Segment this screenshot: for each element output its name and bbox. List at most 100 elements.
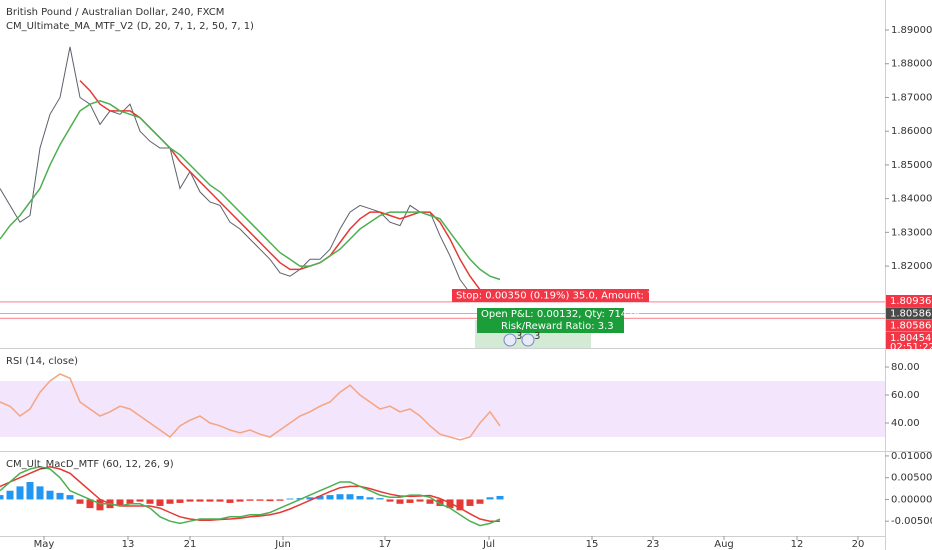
histogram-bar — [116, 499, 124, 506]
x-tick-label: 20 — [852, 539, 865, 550]
price-tag-label: 1.80454 — [890, 333, 931, 344]
histogram-bar — [246, 499, 254, 501]
histogram-bar — [0, 495, 4, 500]
event-badge — [521, 333, 535, 347]
event-count: 3 — [534, 331, 540, 342]
histogram-bar — [236, 499, 244, 502]
y-tick-label: 1.87000 — [891, 92, 932, 103]
y-tick-label: 40.00 — [891, 418, 920, 429]
histogram-bar — [466, 499, 474, 506]
histogram-bar — [166, 499, 174, 504]
price-tag-label: 1.80936 — [890, 296, 931, 307]
histogram-bar — [326, 495, 334, 500]
y-tick-label: 1.84000 — [891, 194, 932, 205]
histogram-bar — [186, 499, 194, 502]
histogram-bar — [286, 498, 294, 500]
histogram-bar — [226, 499, 234, 503]
panel-title: RSI (14, close) — [6, 356, 78, 367]
histogram-bar — [426, 499, 434, 504]
histogram-bar — [176, 499, 184, 503]
histogram-bar — [366, 497, 374, 500]
histogram-bar — [146, 499, 154, 504]
y-tick-label: 1.86000 — [891, 126, 932, 137]
histogram-bar — [36, 486, 44, 500]
pnl-label: Open P&L: 0.00132, Qty: 71428 — [481, 309, 640, 320]
histogram-bar — [446, 499, 454, 509]
histogram-bar — [216, 499, 224, 502]
histogram-bar — [86, 499, 94, 509]
price-tag — [886, 331, 932, 344]
stop-tag — [452, 289, 649, 302]
histogram-bar — [276, 499, 284, 501]
histogram-bar — [76, 499, 84, 504]
series-line — [0, 466, 500, 522]
histogram-bar — [6, 490, 14, 500]
y-tick-label: 0.01000 — [891, 451, 932, 462]
histogram-bar — [46, 490, 54, 500]
x-tick-label: Jul — [482, 539, 495, 550]
series-line — [0, 466, 501, 527]
x-tick-label: 17 — [379, 539, 392, 550]
event-badge — [503, 333, 517, 347]
histogram-bar — [26, 482, 34, 500]
histogram-bar — [346, 494, 354, 500]
histogram-bar — [156, 499, 164, 506]
histogram-bar — [306, 497, 314, 500]
price-tag — [886, 319, 932, 332]
panel-title: CM_Ult_MacD_MTF (60, 12, 26, 9) — [6, 459, 174, 470]
y-tick-label: 0.00500 — [891, 473, 932, 484]
histogram-bar — [396, 499, 404, 504]
y-tick-label: 0.00000 — [891, 494, 932, 505]
histogram-bar — [56, 492, 64, 500]
histogram-bar — [206, 499, 214, 502]
histogram-bar — [406, 499, 414, 503]
event-count: 3 — [516, 331, 522, 342]
histogram-bar — [316, 495, 324, 500]
y-tick-label: 1.88000 — [891, 59, 932, 70]
countdown: 02:51:22 — [890, 342, 932, 353]
x-tick-label: May — [34, 539, 55, 550]
x-tick-label: Aug — [714, 539, 734, 550]
histogram-bar — [256, 499, 264, 501]
x-tick-label: 15 — [586, 539, 599, 550]
series-line — [0, 100, 501, 281]
histogram-bar — [496, 495, 504, 500]
price-tag — [886, 295, 932, 307]
histogram-bar — [456, 499, 464, 511]
histogram-bar — [136, 499, 144, 502]
histogram-bar — [266, 499, 274, 502]
ratio-label: Risk/Reward Ratio: 3.3 — [501, 321, 614, 332]
histogram-bar — [416, 499, 424, 502]
histogram-bar — [66, 495, 74, 500]
y-tick-label: 1.83000 — [891, 227, 932, 238]
series-line — [0, 373, 501, 441]
x-tick-label: 21 — [184, 539, 197, 550]
price-tag-label: 1.80586 — [890, 321, 931, 332]
x-tick-label: 13 — [122, 539, 135, 550]
stop-label: Stop: 0.00350 (0.19%) 35.0, Amount: 750 — [456, 291, 666, 302]
panel-title: British Pound / Australian Dollar, 240, … — [6, 7, 224, 18]
pnl-tag — [477, 308, 624, 333]
panel-subtitle: CM_Ultimate_MA_MTF_V2 (D, 20, 7, 1, 2, 5… — [6, 21, 254, 32]
histogram-bar — [436, 499, 444, 506]
histogram-bar — [376, 498, 384, 500]
y-tick-label: 1.82000 — [891, 261, 932, 272]
histogram-bar — [96, 499, 104, 511]
y-tick-label: 1.85000 — [891, 160, 932, 171]
y-tick-label: 1.89000 — [891, 25, 932, 36]
histogram-bar — [336, 494, 344, 500]
y-tick-label: 60.00 — [891, 390, 920, 401]
x-tick-label: 23 — [647, 539, 660, 550]
histogram-bar — [386, 499, 394, 502]
histogram-bar — [196, 499, 204, 502]
x-tick-label: Jun — [274, 539, 291, 550]
histogram-bar — [356, 495, 364, 500]
x-tick-label: 12 — [791, 539, 804, 550]
countdown-bg — [886, 343, 932, 349]
price-tag-label: 1.80586 — [890, 308, 931, 319]
histogram-bar — [126, 499, 134, 504]
rsi-band — [0, 381, 885, 438]
histogram-bar — [486, 497, 494, 500]
